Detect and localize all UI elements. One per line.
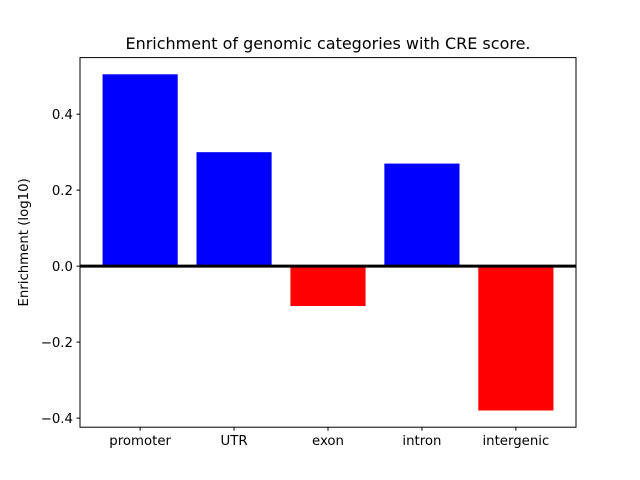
bar-promoter bbox=[102, 74, 178, 267]
x-tick-label-intron: intron bbox=[402, 434, 441, 449]
y-tick-label-0.4: 0.4 bbox=[52, 108, 73, 123]
y-tick-label-0.2: 0.2 bbox=[52, 184, 73, 199]
tick-labels-group: −0.4 −0.2 0.0 0.2 0.4 promoter UTR exon intron in… bbox=[41, 108, 550, 449]
chart-title: Enrichment of genomic categories with CR… bbox=[125, 34, 530, 53]
x-tick-label-exon: exon bbox=[312, 434, 344, 449]
x-tick-label-promoter: promoter bbox=[109, 434, 171, 449]
x-tick-label-intergenic: intergenic bbox=[482, 434, 549, 449]
x-tick-label-UTR: UTR bbox=[221, 434, 248, 449]
bar-intergenic bbox=[478, 266, 554, 411]
bar-exon bbox=[290, 266, 366, 307]
y-axis-label: Enrichment (log10) bbox=[17, 178, 32, 306]
y-tick-label--0.2: −0.2 bbox=[41, 336, 73, 351]
y-tick-label--0.4: −0.4 bbox=[41, 412, 73, 427]
y-tick-label-0: 0.0 bbox=[52, 260, 73, 275]
bar-UTR bbox=[196, 152, 272, 267]
bar-intron bbox=[384, 163, 460, 267]
ticks-group bbox=[76, 113, 517, 431]
bars-group bbox=[102, 74, 554, 411]
